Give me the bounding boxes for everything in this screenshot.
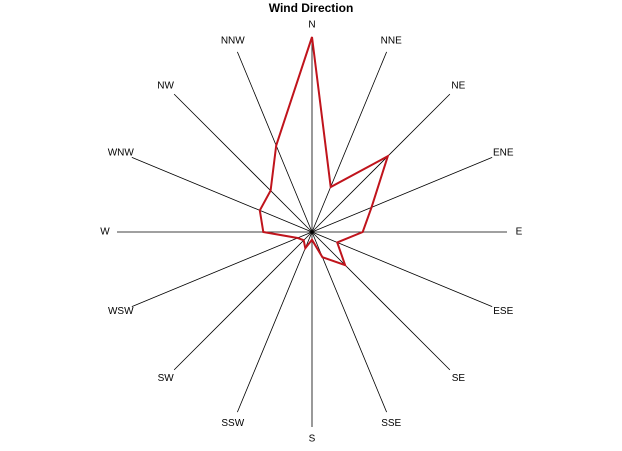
spoke: [311, 231, 387, 413]
radar-line: [258, 36, 390, 267]
spoke: [311, 51, 387, 233]
axis-label: WSW: [108, 306, 134, 317]
axis-label: ESE: [493, 306, 513, 317]
axis-label: W: [100, 227, 110, 238]
spoke: [173, 231, 313, 371]
spoke: [131, 157, 313, 233]
axis-label: NW: [157, 80, 174, 91]
axis-label: SSE: [381, 418, 401, 429]
spoke: [237, 51, 313, 233]
spoke: [311, 231, 451, 371]
axis-label: NNE: [381, 35, 402, 46]
axis-label: NE: [451, 80, 465, 91]
spoke: [173, 93, 313, 233]
axis-label: SE: [452, 373, 466, 384]
axis-label: SW: [158, 373, 175, 384]
axis-label: SSW: [221, 418, 244, 429]
chart-title: Wind Direction: [269, 1, 354, 15]
spoke: [311, 157, 493, 233]
axis-label: S: [309, 434, 316, 445]
spoke: [237, 231, 313, 413]
axis-label: NNW: [221, 35, 245, 46]
axis-label: E: [516, 227, 523, 238]
spoke: [311, 93, 451, 233]
axis-label: N: [308, 20, 315, 31]
axis-label: WNW: [108, 147, 135, 158]
axis-label: ENE: [493, 147, 514, 158]
spoke: [131, 231, 313, 307]
spoke: [311, 231, 493, 307]
